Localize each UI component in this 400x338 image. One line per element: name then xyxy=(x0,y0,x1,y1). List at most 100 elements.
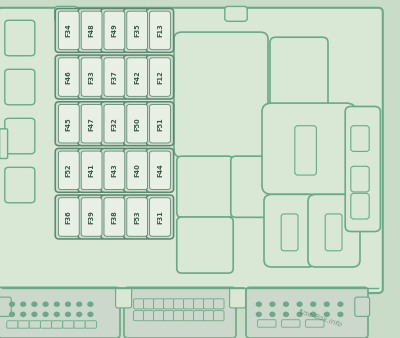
FancyBboxPatch shape xyxy=(150,151,170,190)
FancyBboxPatch shape xyxy=(104,11,125,50)
FancyBboxPatch shape xyxy=(134,311,144,321)
FancyBboxPatch shape xyxy=(174,299,184,309)
FancyBboxPatch shape xyxy=(0,129,8,159)
FancyBboxPatch shape xyxy=(127,151,148,190)
FancyBboxPatch shape xyxy=(104,198,125,236)
FancyBboxPatch shape xyxy=(164,311,174,321)
FancyBboxPatch shape xyxy=(270,37,328,106)
FancyBboxPatch shape xyxy=(81,151,102,190)
FancyBboxPatch shape xyxy=(258,320,276,327)
Text: F31: F31 xyxy=(157,210,163,224)
FancyBboxPatch shape xyxy=(154,299,164,309)
FancyBboxPatch shape xyxy=(231,156,287,217)
FancyBboxPatch shape xyxy=(230,288,246,308)
FancyBboxPatch shape xyxy=(204,311,214,321)
FancyBboxPatch shape xyxy=(351,193,369,219)
FancyBboxPatch shape xyxy=(55,55,82,99)
FancyBboxPatch shape xyxy=(127,104,148,143)
FancyBboxPatch shape xyxy=(78,8,105,52)
FancyBboxPatch shape xyxy=(7,321,18,328)
FancyBboxPatch shape xyxy=(101,55,128,99)
Circle shape xyxy=(338,312,343,316)
FancyBboxPatch shape xyxy=(104,151,125,190)
FancyBboxPatch shape xyxy=(5,167,35,203)
FancyBboxPatch shape xyxy=(101,102,128,146)
Text: F48: F48 xyxy=(89,24,94,37)
FancyBboxPatch shape xyxy=(40,321,52,328)
FancyBboxPatch shape xyxy=(282,320,300,327)
Circle shape xyxy=(32,312,37,316)
Circle shape xyxy=(338,302,343,306)
FancyBboxPatch shape xyxy=(204,299,214,309)
FancyBboxPatch shape xyxy=(184,311,194,321)
FancyBboxPatch shape xyxy=(116,288,132,308)
Circle shape xyxy=(43,312,48,316)
FancyBboxPatch shape xyxy=(58,11,79,50)
FancyBboxPatch shape xyxy=(225,6,247,21)
FancyBboxPatch shape xyxy=(351,166,369,192)
FancyBboxPatch shape xyxy=(184,299,194,309)
FancyBboxPatch shape xyxy=(29,321,40,328)
FancyBboxPatch shape xyxy=(281,214,298,251)
Circle shape xyxy=(66,312,70,316)
FancyBboxPatch shape xyxy=(134,299,144,309)
FancyBboxPatch shape xyxy=(264,194,316,267)
FancyBboxPatch shape xyxy=(63,321,74,328)
FancyBboxPatch shape xyxy=(177,156,233,217)
FancyBboxPatch shape xyxy=(104,104,125,143)
Text: F40: F40 xyxy=(134,164,140,177)
FancyBboxPatch shape xyxy=(150,198,170,236)
FancyBboxPatch shape xyxy=(52,321,63,328)
FancyBboxPatch shape xyxy=(0,297,11,316)
FancyBboxPatch shape xyxy=(74,321,85,328)
Circle shape xyxy=(66,302,70,306)
Circle shape xyxy=(311,302,316,306)
Circle shape xyxy=(324,312,329,316)
Text: F36: F36 xyxy=(66,210,72,224)
FancyBboxPatch shape xyxy=(351,126,369,151)
FancyBboxPatch shape xyxy=(101,195,128,239)
Text: F32: F32 xyxy=(111,117,118,130)
FancyBboxPatch shape xyxy=(104,58,125,96)
Text: F47: F47 xyxy=(89,117,94,130)
Text: F42: F42 xyxy=(134,70,140,84)
FancyBboxPatch shape xyxy=(325,214,342,251)
Text: F41: F41 xyxy=(89,164,94,177)
FancyBboxPatch shape xyxy=(5,69,35,105)
FancyBboxPatch shape xyxy=(5,118,35,154)
FancyBboxPatch shape xyxy=(55,6,77,21)
FancyBboxPatch shape xyxy=(55,195,82,239)
Circle shape xyxy=(32,302,37,306)
FancyBboxPatch shape xyxy=(174,311,184,321)
FancyBboxPatch shape xyxy=(81,11,102,50)
FancyBboxPatch shape xyxy=(127,198,148,236)
FancyBboxPatch shape xyxy=(58,58,79,96)
FancyBboxPatch shape xyxy=(194,311,204,321)
FancyBboxPatch shape xyxy=(177,217,233,273)
FancyBboxPatch shape xyxy=(144,299,154,309)
FancyBboxPatch shape xyxy=(146,148,174,192)
FancyBboxPatch shape xyxy=(295,126,316,175)
Circle shape xyxy=(10,312,14,316)
FancyBboxPatch shape xyxy=(58,198,79,236)
FancyBboxPatch shape xyxy=(55,102,82,146)
Circle shape xyxy=(77,312,82,316)
Text: fuse-Box.info: fuse-Box.info xyxy=(297,308,343,328)
FancyBboxPatch shape xyxy=(81,58,102,96)
FancyBboxPatch shape xyxy=(214,299,224,309)
FancyBboxPatch shape xyxy=(78,102,105,146)
Text: F52: F52 xyxy=(66,164,72,177)
Circle shape xyxy=(297,312,302,316)
FancyBboxPatch shape xyxy=(124,195,151,239)
Circle shape xyxy=(88,312,93,316)
Circle shape xyxy=(284,312,288,316)
FancyBboxPatch shape xyxy=(146,55,174,99)
Circle shape xyxy=(270,302,275,306)
FancyBboxPatch shape xyxy=(58,104,79,143)
Circle shape xyxy=(297,302,302,306)
Circle shape xyxy=(88,302,93,306)
FancyBboxPatch shape xyxy=(144,311,154,321)
Text: F38: F38 xyxy=(111,210,118,224)
FancyBboxPatch shape xyxy=(154,311,164,321)
FancyBboxPatch shape xyxy=(81,198,102,236)
